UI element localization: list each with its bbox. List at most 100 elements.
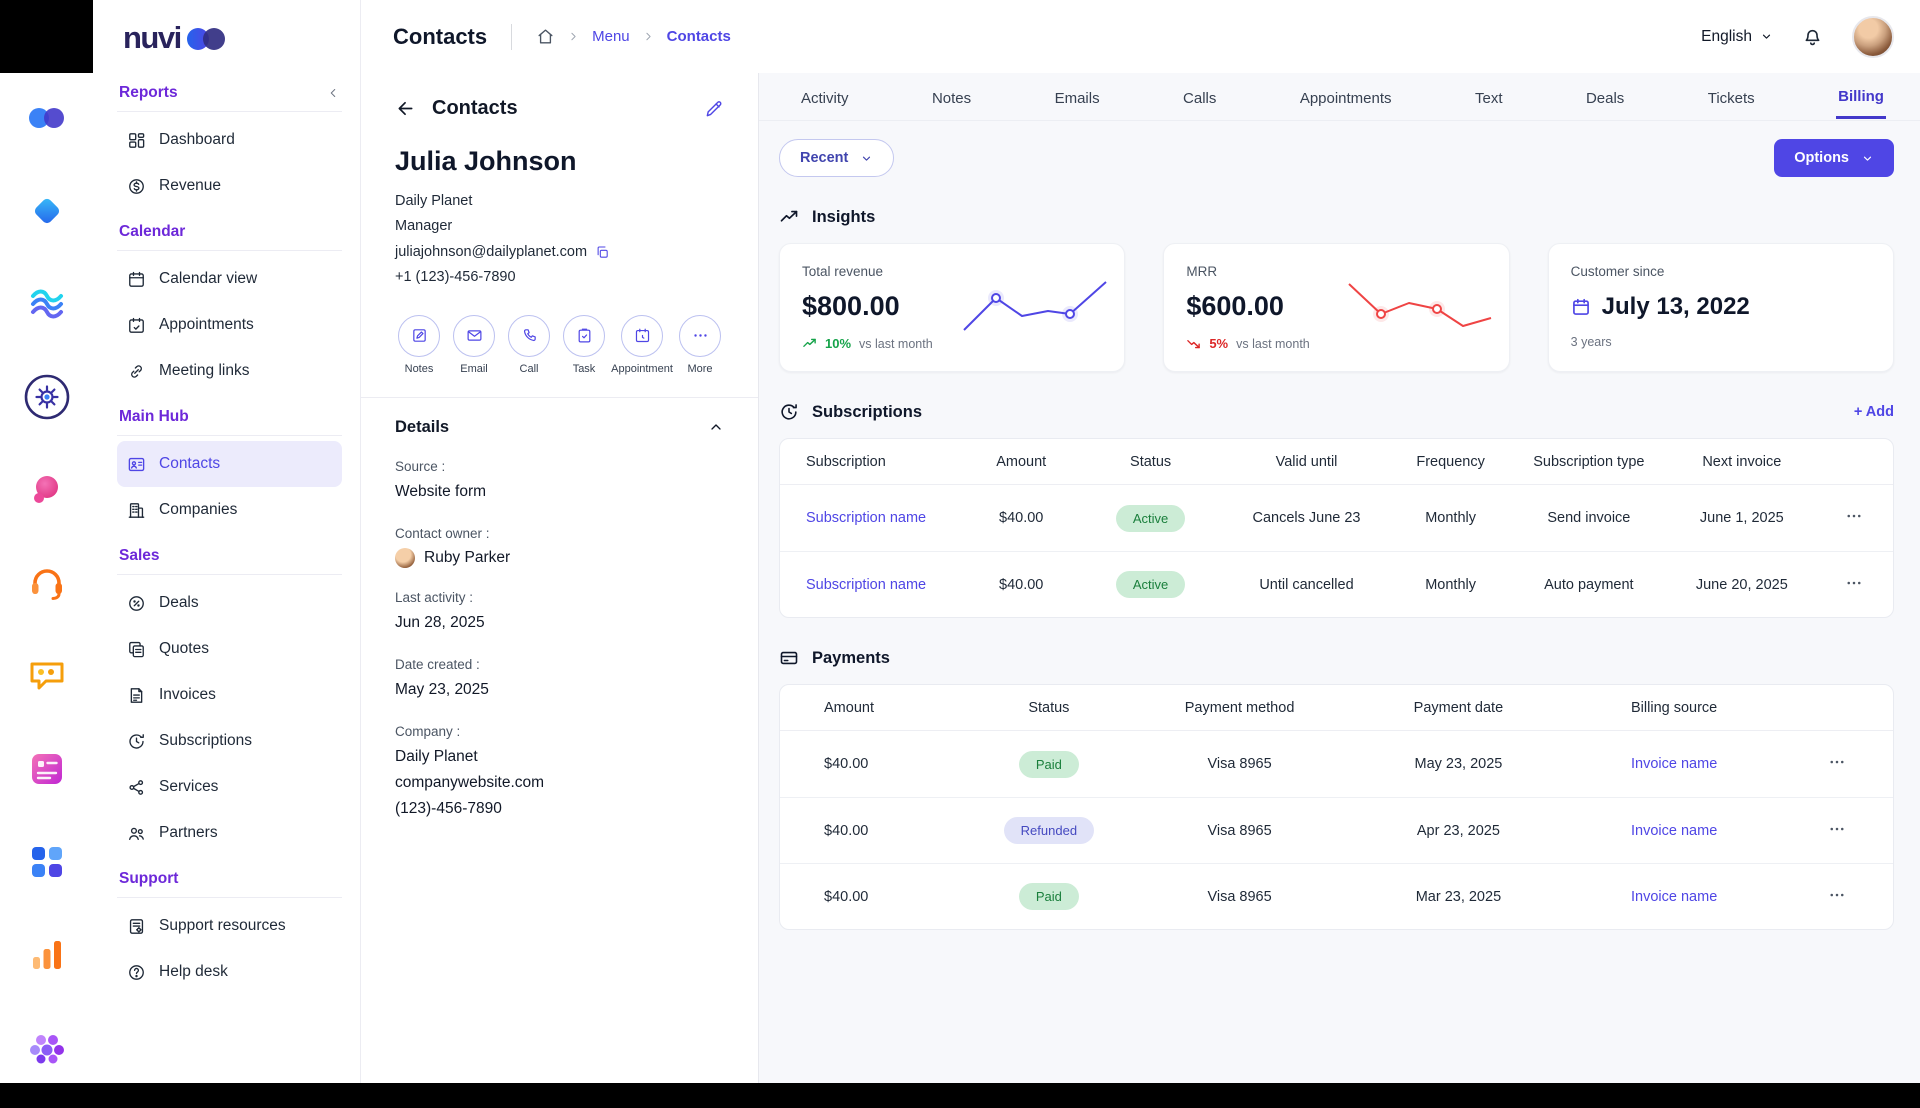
tab-emails[interactable]: Emails: [1054, 89, 1100, 107]
add-subscription-button[interactable]: + Add: [1853, 404, 1894, 420]
collapse-sidebar-icon[interactable]: [326, 86, 340, 100]
calendar-check-icon: [129, 317, 144, 333]
sidebar-item-companies[interactable]: Companies: [117, 487, 342, 533]
row-menu-icon[interactable]: [1845, 507, 1863, 525]
headset-app-icon[interactable]: [24, 560, 70, 606]
sidebar-item-deals[interactable]: Deals: [117, 580, 342, 626]
invoice-link[interactable]: Invoice name: [1631, 756, 1718, 772]
mrr-card: MRR $600.00 5% vs last month: [1163, 243, 1510, 372]
subscription-name-link[interactable]: Subscription name: [806, 510, 927, 526]
sidebar-item-label: Companies: [159, 501, 238, 518]
details-section-toggle[interactable]: Details: [395, 418, 724, 437]
status-badge: Refunded: [1003, 817, 1095, 844]
nav-section-reports: Reports: [117, 80, 342, 112]
subscription-row: Subscription name $40.00 Active Cancels …: [780, 485, 1893, 551]
tab-calls[interactable]: Calls: [1183, 89, 1217, 107]
row-menu-icon[interactable]: [1828, 753, 1846, 771]
email-action-button[interactable]: Email: [450, 314, 498, 375]
sidebar-item-label: Partners: [159, 824, 218, 841]
invoice-link[interactable]: Invoice name: [1631, 888, 1718, 905]
bell-icon[interactable]: [1801, 25, 1824, 48]
field-date-created: Date created : May 23, 2025: [395, 656, 489, 698]
options-button[interactable]: Options: [1774, 139, 1894, 177]
appointment-action-button[interactable]: Appointment: [611, 314, 673, 375]
nav-section-calendar: Calendar: [117, 219, 342, 251]
sidebar-item-invoices[interactable]: Invoices: [117, 672, 342, 718]
analytics-app-icon[interactable]: [24, 932, 70, 978]
brand-blob-icon: [186, 27, 225, 50]
tab-activity[interactable]: Activity: [801, 89, 849, 107]
recent-label: Recent: [800, 150, 849, 166]
sidebar: nuvi Reports Dashboard Revenue: [93, 0, 361, 1083]
language-selector[interactable]: English: [1701, 28, 1773, 46]
owner-name: Ruby Parker: [424, 548, 511, 566]
services-icon: [129, 779, 144, 795]
chevron-up-icon: [711, 424, 721, 430]
sidebar-item-dashboard[interactable]: Dashboard: [117, 117, 342, 163]
call-action-button[interactable]: Call: [505, 314, 553, 375]
building-icon: [128, 502, 145, 518]
bottom-black-bar: [0, 1083, 1920, 1108]
row-menu-icon[interactable]: [1828, 886, 1846, 904]
deals-icon: [129, 595, 144, 611]
tab-text[interactable]: Text: [1474, 89, 1503, 107]
sidebar-item-subscriptions[interactable]: Subscriptions: [117, 718, 342, 764]
more-action-button[interactable]: More: [676, 314, 724, 375]
waves-app-icon[interactable]: [24, 281, 70, 327]
notes-action-button[interactable]: Notes: [395, 314, 443, 375]
sidebar-item-services[interactable]: Services: [117, 764, 342, 810]
sidebar-item-support-resources[interactable]: Support resources: [117, 903, 342, 949]
breadcrumb-current[interactable]: Contacts: [666, 28, 731, 45]
sidebar-item-label: Contacts: [159, 455, 221, 472]
apps-grid-app-icon[interactable]: [24, 839, 70, 885]
trend-up-icon: [803, 338, 816, 347]
forms-app-icon[interactable]: [24, 746, 70, 792]
brand-wordmark: nuvi: [123, 20, 182, 55]
nav-section-label: Calendar: [119, 223, 186, 240]
edit-pencil-icon[interactable]: [704, 99, 724, 119]
breadcrumb-menu[interactable]: Menu: [592, 28, 630, 45]
cluster-app-icon[interactable]: [24, 1025, 70, 1071]
divider: [361, 396, 758, 398]
tag-app-icon[interactable]: [24, 188, 70, 234]
pink-blob-app-icon[interactable]: [24, 467, 70, 513]
topbar: Contacts Menu Contacts English: [361, 0, 1920, 73]
contact-email: juliajohnson@dailyplanet.com: [395, 243, 588, 260]
tab-billing[interactable]: Billing: [1836, 74, 1886, 119]
sidebar-item-partners[interactable]: Partners: [117, 810, 342, 856]
row-menu-icon[interactable]: [1828, 820, 1846, 838]
sidebar-item-revenue[interactable]: Revenue: [117, 163, 342, 209]
sidebar-item-meeting-links[interactable]: Meeting links: [117, 348, 342, 394]
subscription-name-link[interactable]: Subscription name: [806, 576, 927, 593]
phone-icon: [508, 314, 550, 357]
brand-logo[interactable]: nuvi: [117, 16, 342, 70]
recent-filter-button[interactable]: Recent: [779, 139, 895, 177]
community-app-icon[interactable]: [24, 653, 70, 699]
sidebar-item-appointments[interactable]: Appointments: [117, 302, 342, 348]
sidebar-item-calendar-view[interactable]: Calendar view: [117, 256, 342, 302]
user-avatar[interactable]: [1852, 15, 1894, 58]
chevron-right-icon: [571, 32, 576, 41]
sidebar-item-label: Subscriptions: [159, 732, 253, 749]
language-label: English: [1701, 27, 1752, 45]
row-menu-icon[interactable]: [1845, 574, 1863, 592]
tab-deals[interactable]: Deals: [1585, 89, 1625, 107]
settings-app-icon[interactable]: [24, 374, 70, 420]
nuvio-app-icon[interactable]: [24, 95, 70, 141]
tab-notes[interactable]: Notes: [931, 89, 972, 107]
home-icon[interactable]: [536, 27, 555, 46]
payment-row: $40.00 Refunded Visa 8965 Apr 23, 2025 I…: [780, 797, 1893, 863]
task-action-button[interactable]: Task: [560, 314, 608, 375]
field-owner: Contact owner : Ruby Parker: [395, 525, 511, 568]
tab-appointments[interactable]: Appointments: [1299, 89, 1392, 107]
quotes-icon: [129, 641, 144, 657]
sidebar-item-contacts[interactable]: Contacts: [117, 441, 342, 487]
tab-tickets[interactable]: Tickets: [1707, 89, 1755, 107]
topbar-divider: [511, 23, 513, 50]
invoice-link[interactable]: Invoice name: [1631, 822, 1718, 839]
copy-icon[interactable]: [595, 245, 610, 260]
sidebar-item-label: Meeting links: [159, 362, 250, 379]
sidebar-item-help-desk[interactable]: Help desk: [117, 949, 342, 995]
back-arrow-icon[interactable]: [395, 98, 416, 119]
sidebar-item-quotes[interactable]: Quotes: [117, 626, 342, 672]
